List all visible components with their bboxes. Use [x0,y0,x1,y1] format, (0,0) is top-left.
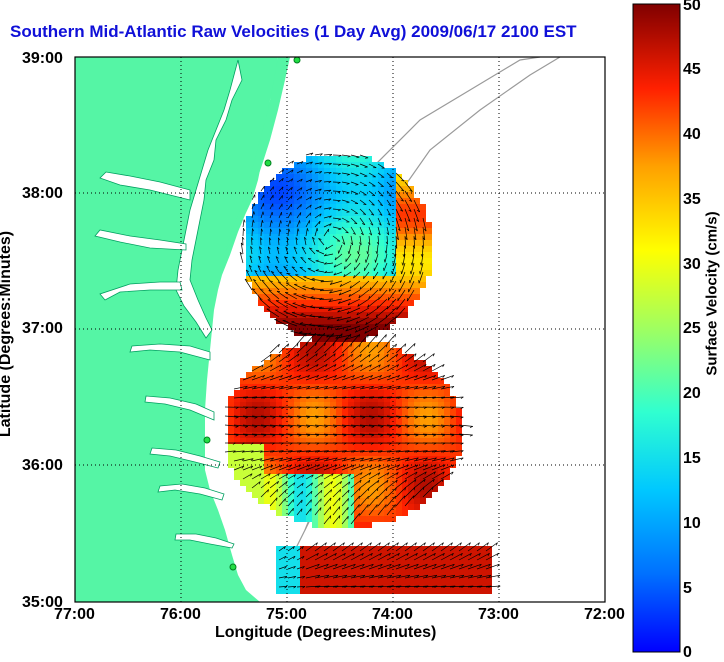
colorbar-tick: 0 [683,644,692,662]
colorbar-tick: 50 [683,0,701,15]
x-tick: 76:00 [160,606,201,624]
colorbar-tick: 15 [683,450,701,468]
y-tick: 39:00 [22,50,63,68]
x-axis-label: Longitude (Degrees:Minutes) [215,624,436,642]
colorbar-tick: 5 [683,580,692,598]
x-tick: 74:00 [372,606,413,624]
y-tick: 38:00 [22,185,63,203]
colorbar-tick: 35 [683,191,701,209]
y-tick: 36:00 [22,457,63,475]
colorbar-tick: 10 [683,515,701,533]
x-tick: 73:00 [478,606,519,624]
y-tick: 37:00 [22,320,63,338]
colorbar-tick: 20 [683,385,701,403]
colorbar-tick: 30 [683,256,701,274]
colorbar-tick: 25 [683,320,701,338]
x-tick: 77:00 [54,606,95,624]
x-tick: 75:00 [266,606,307,624]
colorbar [633,4,680,652]
x-tick: 72:00 [584,606,625,624]
colorbar-tick: 45 [683,61,701,79]
colorbar-tick: 40 [683,126,701,144]
y-axis-label: Latitude (Degrees:Minutes) [0,231,15,437]
colorbar-label: Surface Velocity (cm/s) [704,211,721,375]
